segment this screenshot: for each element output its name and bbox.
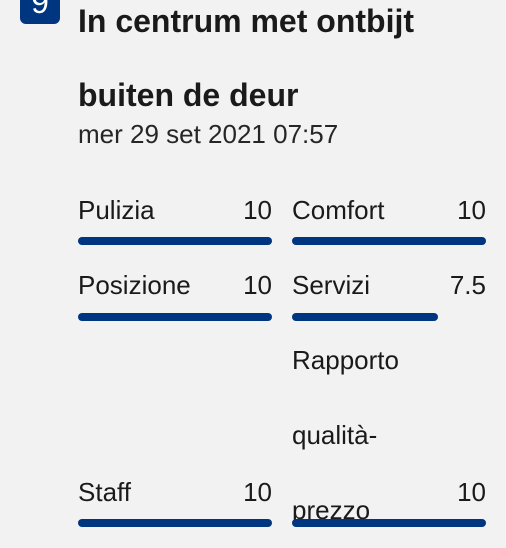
rating-value: 10 (243, 477, 272, 507)
rating-bar (78, 313, 272, 321)
rating-label: Comfort (292, 195, 385, 225)
rating-label: Posizione (78, 270, 191, 300)
rating-label: Pulizia (78, 195, 155, 225)
rating-value: 7.5 (449, 270, 486, 300)
rating-label: Staff (78, 477, 132, 507)
review-date: mer 29 set 2021 07:57 (78, 119, 339, 149)
rating-value: 10 (457, 195, 486, 225)
rating-value: 10 (243, 195, 272, 225)
rating-value: 10 (457, 477, 486, 507)
category-ratings: Pulizia 10 Comfort 10 Posizione 10 Servi… (78, 0, 488, 527)
rating-bar (78, 519, 272, 527)
rating-bar-fill (292, 519, 486, 527)
rating-bar-fill (78, 313, 272, 321)
rating-bar (292, 237, 486, 245)
rating-bar (292, 313, 486, 321)
rating-label: Rapporto qualità-prezzo (292, 345, 399, 525)
review-title: In centrum met ontbijt buiten de deur (78, 3, 414, 113)
rating-bar-fill (78, 237, 272, 245)
rating-label: Servizi (292, 270, 371, 300)
rating-bar-fill (292, 313, 438, 321)
rating-bar-fill (292, 237, 486, 245)
review-score-badge: 9 (20, 0, 60, 24)
rating-bar (292, 519, 486, 527)
rating-bar (78, 237, 272, 245)
rating-bar-fill (78, 519, 272, 527)
rating-value: 10 (243, 270, 272, 300)
